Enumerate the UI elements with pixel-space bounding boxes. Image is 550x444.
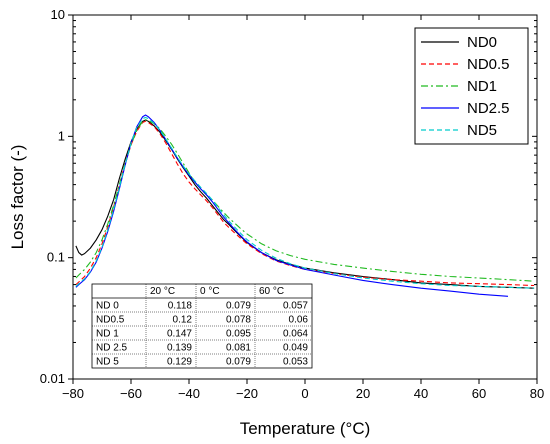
x-axis-title: Temperature (°C)	[240, 419, 371, 438]
table-cell: 0.049	[283, 343, 308, 354]
legend-label-4: ND5	[467, 122, 497, 139]
x-tick-label: 20	[356, 386, 370, 401]
y-tick-label: 10	[51, 7, 65, 22]
y-axis-title: Loss factor (-)	[8, 145, 27, 250]
table-cell: 0.12	[173, 315, 193, 326]
table-cell: 0.057	[283, 301, 308, 312]
table-header-cell: 0 °C	[200, 286, 220, 297]
series-line-4	[75, 116, 535, 289]
table-cell: 0.118	[168, 301, 193, 312]
table-cell: ND 5	[96, 357, 119, 368]
data-table: 20 °C 0 °C 60 °C ND 0 0.118 0.079 0.057 ND0.5 0.…	[91, 283, 313, 369]
legend-label-0: ND0	[467, 34, 497, 51]
table-cell: 0.079	[226, 357, 251, 368]
tick-layer: −80 −60 −40 −20 0 20 40 60 80 0.01 0.1 1 10	[40, 7, 545, 401]
table-cell: ND 2.5	[96, 343, 128, 354]
table-cell: 0.053	[283, 357, 308, 368]
x-tick-label: 40	[414, 386, 428, 401]
x-tick-label: −40	[178, 386, 200, 401]
table-cell: 0.081	[226, 343, 251, 354]
y-tick-label: 1	[58, 128, 65, 143]
table-cell: 0.147	[167, 329, 192, 340]
table-cell: ND0.5	[96, 315, 125, 326]
x-tick-label: 80	[530, 386, 544, 401]
x-tick-label: −20	[236, 386, 258, 401]
table-cell: 0.078	[226, 315, 251, 326]
table-cell: 0.06	[289, 315, 309, 326]
series-line-3	[75, 114, 509, 297]
x-tick-label: −60	[120, 386, 142, 401]
table-cell: 0.079	[226, 301, 251, 312]
series-line-1	[75, 120, 535, 287]
legend-label-1: ND0.5	[467, 56, 510, 73]
x-tick-label: −80	[62, 386, 84, 401]
legend: ND0 ND0.5 ND1 ND2.5 ND5	[414, 27, 529, 145]
y-tick-label: 0.01	[40, 371, 65, 386]
series-line-2	[75, 119, 535, 282]
table-cell: 0.129	[167, 357, 192, 368]
table-header-cell: 20 °C	[150, 286, 175, 297]
legend-label-2: ND1	[467, 78, 497, 95]
table-cell: 0.095	[226, 329, 251, 340]
x-tick-label: 60	[472, 386, 486, 401]
legend-label-3: ND2.5	[467, 100, 510, 117]
table-cell: ND 1	[96, 329, 119, 340]
table-cell: 0.139	[167, 343, 192, 354]
x-tick-label: 0	[301, 386, 308, 401]
series-line-0	[75, 119, 535, 289]
table-cell: ND 0	[96, 301, 119, 312]
series-layer	[75, 114, 535, 297]
table-cell: 0.064	[283, 329, 308, 340]
y-tick-label: 0.1	[47, 250, 65, 265]
table-header-cell: 60 °C	[259, 286, 284, 297]
legend-box	[414, 27, 529, 145]
